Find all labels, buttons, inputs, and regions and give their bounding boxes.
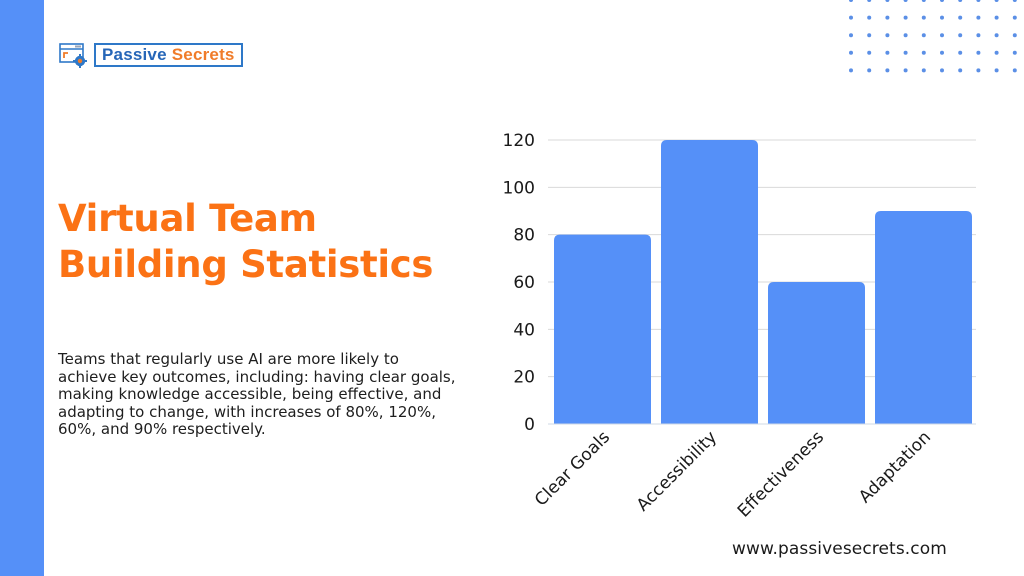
description-text: Teams that regularly use AI are more lik… bbox=[58, 350, 456, 439]
left-accent-bar bbox=[0, 0, 44, 576]
website-url[interactable]: www.passivesecrets.com bbox=[732, 539, 947, 559]
title-line-1: Virtual Team bbox=[58, 197, 317, 240]
browser-gear-icon bbox=[59, 43, 87, 68]
logo-wordmark: Passive Secrets bbox=[94, 43, 243, 67]
bar-clear-goals bbox=[554, 234, 651, 424]
decorative-dot-grid bbox=[849, 0, 1017, 73]
x-tick-label: Adaptation bbox=[855, 427, 935, 507]
x-tick-label: Accessibility bbox=[633, 427, 721, 515]
bar-adaptation bbox=[875, 211, 972, 424]
bar-effectiveness bbox=[768, 282, 865, 424]
bar-chart: 0 20 40 60 80 100 120 Clear Goals Accessibility E… bbox=[503, 131, 976, 522]
logo-word-passive: Passive bbox=[102, 45, 167, 64]
y-tick-label: 40 bbox=[513, 320, 535, 340]
y-tick-label: 120 bbox=[503, 131, 535, 151]
logo-word-secrets: Secrets bbox=[171, 45, 235, 64]
title-line-2: Building Statistics bbox=[58, 243, 434, 286]
y-tick-label: 0 bbox=[524, 415, 535, 435]
x-tick-label: Effectiveness bbox=[734, 427, 828, 521]
brand-logo[interactable]: Passive Secrets bbox=[59, 42, 243, 68]
bar-accessibility bbox=[661, 140, 758, 424]
y-tick-label: 80 bbox=[513, 226, 535, 246]
y-tick-label: 60 bbox=[513, 273, 535, 293]
y-tick-label: 20 bbox=[513, 368, 535, 388]
x-tick-label: Clear Goals bbox=[531, 427, 614, 510]
page-title: Virtual Team Building Statistics bbox=[58, 196, 488, 288]
y-tick-label: 100 bbox=[503, 178, 535, 198]
